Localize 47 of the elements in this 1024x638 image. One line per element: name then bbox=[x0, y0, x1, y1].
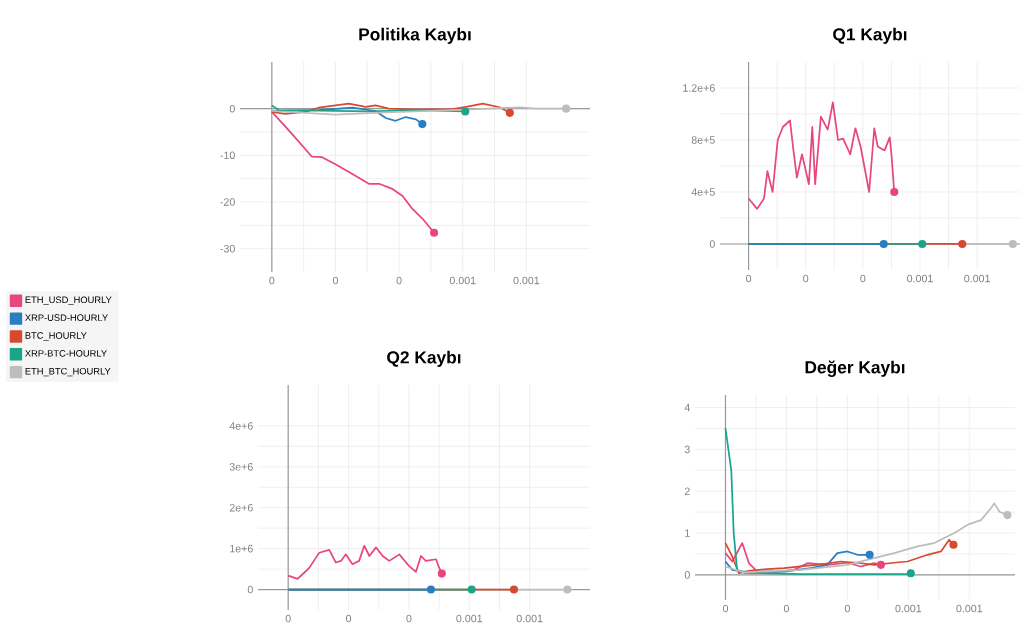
y-tick-label: 0 bbox=[229, 104, 235, 113]
y-tick-label: 0 bbox=[247, 585, 253, 594]
y-tick-label: 3e+6 bbox=[229, 463, 253, 471]
x-tick-label: 0.001 bbox=[516, 614, 543, 623]
legend-label: XRP-USD-HOURLY bbox=[25, 314, 108, 321]
x-tick-label: 0 bbox=[860, 274, 866, 283]
x-tick-label: 0.001 bbox=[513, 276, 540, 285]
x-tick-label: 0 bbox=[396, 276, 402, 285]
x-tick-label: 0 bbox=[285, 614, 291, 623]
legend-label: ETH_USD_HOURLY bbox=[25, 296, 112, 305]
y-tick-label: -30 bbox=[220, 244, 235, 253]
y-tick-label: 2 bbox=[684, 487, 690, 495]
y-tick-label: -20 bbox=[220, 198, 235, 206]
y-tick-label: 1.2e+6 bbox=[683, 84, 715, 92]
x-tick-label: 0 bbox=[746, 274, 752, 283]
x-tick-label: 0.001 bbox=[907, 274, 933, 283]
y-tick-label: 3 bbox=[684, 445, 690, 454]
y-tick-label: 1 bbox=[685, 529, 690, 537]
y-tick-label: 2e+6 bbox=[229, 503, 253, 512]
y-tick-label: 0 bbox=[684, 571, 690, 579]
chart-title: Politika Kaybı bbox=[359, 27, 471, 44]
x-tick-label: 0.001 bbox=[956, 604, 983, 613]
x-tick-label: 0 bbox=[346, 614, 352, 623]
chart-title: Değer Kaybı bbox=[805, 360, 905, 377]
legend-label: BTC_HOURLY bbox=[25, 332, 87, 341]
x-tick-label: 0 bbox=[844, 604, 850, 613]
x-tick-label: 0.001 bbox=[456, 614, 483, 623]
y-tick-label: 4 bbox=[684, 403, 690, 412]
y-tick-label: -10 bbox=[220, 151, 235, 160]
x-tick-label: 0 bbox=[406, 614, 412, 623]
y-tick-label: 4e+6 bbox=[229, 422, 253, 430]
y-tick-label: 8e+5 bbox=[691, 136, 715, 144]
x-tick-label: 0 bbox=[269, 276, 275, 285]
legend-label: ETH_BTC_HOURLY bbox=[25, 367, 111, 377]
chart-title: Q2 Kaybı bbox=[387, 350, 461, 367]
x-tick-label: 0 bbox=[783, 604, 789, 613]
y-tick-label: 4e+5 bbox=[691, 188, 715, 196]
chart-title: Q1 Kaybı bbox=[833, 27, 907, 44]
x-tick-label: 0.001 bbox=[964, 274, 990, 283]
y-tick-label: 0 bbox=[709, 240, 715, 248]
x-tick-label: 0.001 bbox=[895, 604, 922, 613]
y-tick-label: 1e+6 bbox=[230, 544, 253, 553]
x-tick-label: 0 bbox=[803, 274, 809, 283]
x-tick-label: 0 bbox=[722, 604, 729, 613]
legend-label: XRP-BTC-HOURLY bbox=[25, 350, 107, 357]
x-tick-label: 0.001 bbox=[449, 276, 476, 285]
x-tick-label: 0 bbox=[332, 276, 339, 285]
